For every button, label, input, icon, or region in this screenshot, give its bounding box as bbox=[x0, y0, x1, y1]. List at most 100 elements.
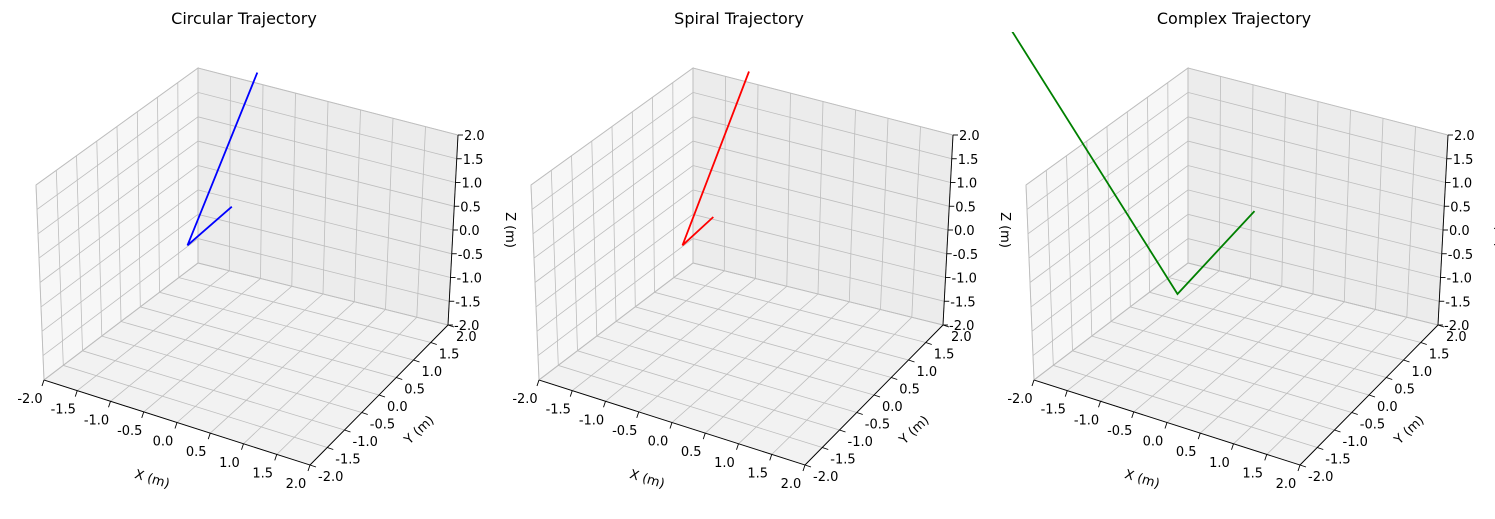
y-tick-label: -1.0 bbox=[353, 435, 378, 450]
y-tick-label: 0.5 bbox=[404, 383, 425, 398]
y-tick bbox=[1351, 412, 1358, 415]
x-tick-label: 1.0 bbox=[714, 456, 735, 471]
x-tick-label: -2.0 bbox=[512, 392, 537, 407]
x-tick-label: 2.0 bbox=[1276, 477, 1297, 492]
y-tick bbox=[839, 429, 846, 433]
x-tick-label: -0.5 bbox=[612, 424, 637, 439]
y-tick-label: 2.0 bbox=[456, 330, 477, 345]
z-tick-label: 1.5 bbox=[1453, 153, 1474, 168]
y-tick-label: -2.0 bbox=[318, 470, 343, 485]
y-tick bbox=[804, 464, 812, 468]
z-tick-label: -1.5 bbox=[950, 295, 975, 310]
gridline-y bbox=[672, 82, 926, 343]
y-tick-label: -1.5 bbox=[335, 453, 360, 468]
gridline-y bbox=[1147, 97, 1404, 361]
y-tick-label: -1.5 bbox=[830, 453, 855, 468]
x-tick bbox=[1031, 379, 1035, 387]
x-tick-label: 1.5 bbox=[747, 466, 768, 481]
y-tick-label: 2.0 bbox=[951, 330, 972, 345]
y-tick bbox=[344, 429, 351, 433]
x-tick bbox=[636, 411, 640, 419]
x-tick bbox=[1197, 432, 1201, 440]
y-axis-label: Y (m) bbox=[896, 413, 932, 448]
z-tick-label: -0.5 bbox=[458, 248, 483, 263]
y-tick bbox=[309, 464, 317, 468]
y-tick-label: -1.0 bbox=[848, 435, 873, 450]
x-tick bbox=[736, 443, 739, 450]
x-tick-label: 0.5 bbox=[186, 445, 207, 460]
x-tick bbox=[74, 390, 78, 397]
y-tick-label: 0.5 bbox=[1394, 383, 1415, 398]
y-tick-label: 1.5 bbox=[1429, 348, 1450, 363]
x-tick-label: 0.0 bbox=[648, 435, 669, 450]
x-tick-label: 1.5 bbox=[1242, 466, 1263, 481]
gridline-y bbox=[177, 82, 431, 343]
z-axis-label: Z (m) bbox=[502, 212, 517, 248]
y-tick-label: 1.5 bbox=[439, 348, 460, 363]
z-axis-label: Z (m) bbox=[1492, 212, 1495, 248]
gridline-y bbox=[76, 155, 345, 431]
gridline-y bbox=[96, 141, 362, 413]
panel-1: -2.0 -2.0 -2.0 -1.5 -1.5 -1.5 -1.0 -1.0 -1.0 -0.5… bbox=[17, 9, 517, 492]
x-tick bbox=[1297, 464, 1301, 472]
y-tick bbox=[447, 324, 455, 328]
panel-2: -2.0 -2.0 -2.0 -1.5 -1.5 -1.5 -1.0 -1.0 -1.0 -0.5… bbox=[512, 9, 1012, 492]
z-tick-label: 1.0 bbox=[1452, 177, 1473, 192]
trajectory-line bbox=[681, 71, 750, 246]
x-tick-label: 1.5 bbox=[252, 466, 273, 481]
gridline-y bbox=[157, 97, 414, 361]
y-tick bbox=[327, 447, 334, 450]
x-tick bbox=[802, 464, 806, 472]
gridline-y bbox=[1045, 170, 1318, 448]
x-axis-label: X (m) bbox=[628, 467, 667, 492]
y-tick-label: -2.0 bbox=[813, 470, 838, 485]
gridline-y bbox=[591, 141, 857, 413]
y-tick bbox=[413, 359, 420, 363]
gridline-z bbox=[1025, 67, 1449, 186]
gridline-y bbox=[1106, 126, 1370, 396]
y-tick bbox=[396, 377, 403, 380]
y-tick bbox=[1420, 342, 1427, 345]
gridline-y bbox=[197, 68, 449, 326]
x-tick bbox=[1231, 443, 1234, 450]
z-tick-label: -1.5 bbox=[455, 295, 480, 310]
x-tick-label: -0.5 bbox=[1107, 424, 1132, 439]
x-tick-label: 0.0 bbox=[1143, 435, 1164, 450]
y-tick bbox=[378, 394, 386, 398]
gridline-z bbox=[35, 67, 459, 186]
gridline-y bbox=[571, 155, 840, 431]
y-tick bbox=[925, 342, 932, 345]
x-tick bbox=[141, 411, 145, 419]
x-tick-label: 1.0 bbox=[219, 456, 240, 471]
y-tick-label: 1.0 bbox=[917, 365, 938, 380]
z-tick-label: 2.0 bbox=[959, 129, 980, 144]
x-tick-label: -2.0 bbox=[17, 392, 42, 407]
gridline-y bbox=[692, 68, 944, 326]
y-tick-label: 2.0 bbox=[1446, 330, 1467, 345]
gridline-z bbox=[530, 67, 954, 186]
y-tick bbox=[856, 412, 863, 415]
trajectory-line bbox=[186, 72, 259, 246]
trajectory-line bbox=[1011, 32, 1256, 296]
chart-title: Circular Trajectory bbox=[171, 9, 317, 28]
gridline-y bbox=[136, 111, 397, 378]
z-tick-label: 0.5 bbox=[1450, 200, 1471, 215]
x-tick bbox=[207, 432, 211, 440]
y-tick-label: -0.5 bbox=[370, 418, 395, 433]
y-tick bbox=[1317, 447, 1324, 450]
gridline-y bbox=[611, 126, 875, 396]
z-tick-label: -1.5 bbox=[1445, 295, 1470, 310]
gridline-y bbox=[652, 97, 909, 361]
z-tick-label: 0.5 bbox=[955, 200, 976, 215]
y-tick bbox=[430, 342, 437, 345]
y-tick bbox=[361, 412, 368, 415]
x-tick bbox=[669, 422, 673, 429]
y-tick-label: 1.0 bbox=[422, 365, 443, 380]
z-tick-label: -2.0 bbox=[1444, 319, 1469, 334]
gridline-y bbox=[550, 170, 823, 448]
z-tick-label: 1.0 bbox=[462, 177, 483, 192]
x-tick bbox=[536, 379, 540, 387]
z-tick-label: 1.0 bbox=[957, 177, 978, 192]
x-tick-label: -0.5 bbox=[117, 424, 142, 439]
